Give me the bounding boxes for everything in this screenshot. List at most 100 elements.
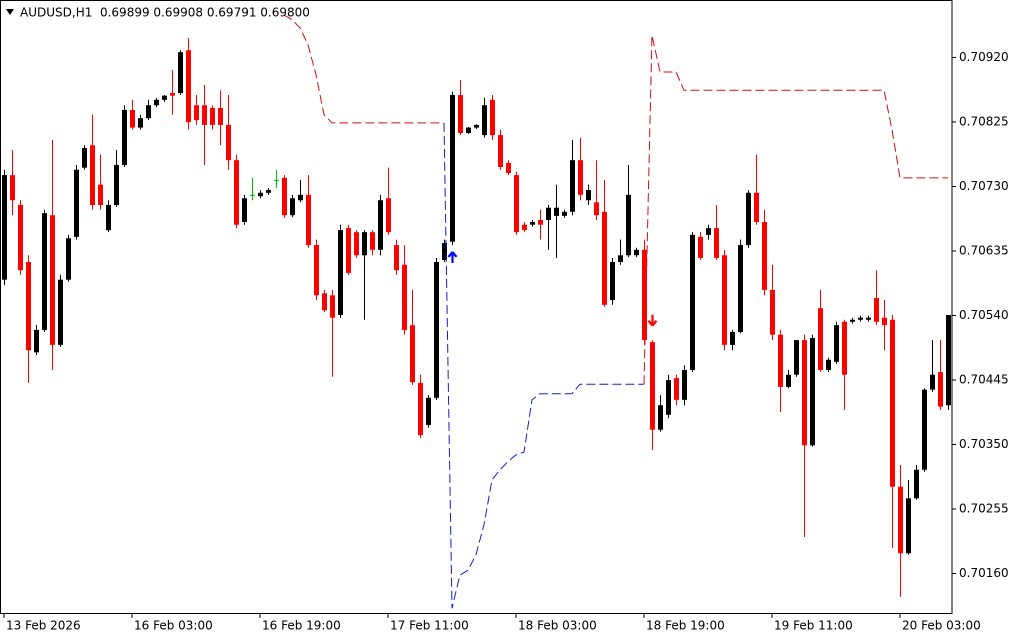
candle-body — [906, 498, 911, 554]
candle-body — [282, 177, 287, 216]
candle-body — [98, 184, 103, 206]
candle-body — [26, 262, 31, 351]
candle-body — [218, 107, 223, 125]
candle-body — [42, 213, 47, 330]
candle-body — [34, 329, 39, 353]
candle-body — [546, 207, 551, 220]
candle-body — [530, 221, 535, 225]
candle-body — [882, 317, 887, 326]
candle-body — [410, 325, 415, 383]
candle-body — [866, 317, 871, 320]
candle-body — [746, 192, 751, 246]
candle-body — [850, 319, 855, 322]
candle-body — [330, 295, 335, 318]
candle-body — [354, 232, 359, 256]
candle-body — [578, 160, 583, 195]
candle-body — [658, 405, 663, 430]
candle-body — [74, 169, 79, 237]
candle-body — [946, 314, 951, 406]
y-tick-label: 0.70255 — [959, 502, 1009, 516]
candle-body — [322, 293, 327, 311]
candle-body — [778, 334, 783, 387]
indicator-line — [283, 14, 948, 385]
x-tick-label: 19 Feb 11:00 — [774, 619, 853, 633]
candle-body — [290, 198, 295, 216]
candle-body — [754, 192, 759, 222]
x-tick-label: 13 Feb 2026 — [6, 619, 81, 633]
candle-body — [346, 228, 351, 273]
y-tick-label: 0.70920 — [959, 50, 1009, 64]
candle-body — [370, 232, 375, 250]
candle-body — [234, 160, 239, 225]
candle-body — [682, 369, 687, 400]
candle-body — [442, 243, 447, 260]
x-tick-label: 16 Feb 03:00 — [134, 619, 213, 633]
candle-body — [818, 308, 823, 370]
candle-body — [162, 95, 167, 100]
candle-body — [650, 342, 655, 430]
candle-body — [618, 255, 623, 263]
candle-body — [386, 198, 391, 233]
candle-body — [570, 160, 575, 212]
candle-body — [338, 230, 343, 315]
candle-body — [394, 245, 399, 271]
candle-body — [722, 255, 727, 345]
candle-body — [930, 374, 935, 390]
candle-body — [554, 207, 559, 216]
candle-body — [274, 179, 279, 181]
candle-body — [194, 105, 199, 121]
candle-body — [642, 249, 647, 341]
candle-body — [378, 200, 383, 250]
candle-body — [506, 162, 511, 174]
candle-body — [154, 99, 159, 106]
candle-body — [706, 228, 711, 235]
signal-arrow — [447, 251, 458, 263]
candle-body — [298, 194, 303, 201]
y-tick-label: 0.70160 — [959, 566, 1009, 580]
candle-body — [802, 340, 807, 446]
candle-body — [114, 164, 119, 206]
candle-body — [898, 486, 903, 554]
candle-body — [522, 224, 527, 231]
y-tick-label: 0.70730 — [959, 179, 1009, 193]
candle-body — [714, 228, 719, 258]
indicator-line — [443, 122, 644, 609]
candle-body — [466, 127, 471, 134]
candle-body — [226, 124, 231, 161]
y-tick-label: 0.70540 — [959, 308, 1009, 322]
candle-body — [170, 93, 175, 96]
candle-body — [594, 202, 599, 216]
candle-body — [258, 192, 263, 197]
x-tick-label: 17 Feb 11:00 — [390, 619, 469, 633]
x-tick-label: 18 Feb 19:00 — [646, 619, 725, 633]
candle-body — [10, 175, 15, 201]
candle-body — [2, 175, 7, 280]
candle-body — [874, 298, 879, 322]
candle-body — [826, 359, 831, 370]
collapse-triangle[interactable] — [6, 9, 14, 15]
candle-body — [202, 105, 207, 125]
candle-body — [90, 145, 95, 206]
candle-body — [418, 382, 423, 436]
candle-body — [890, 319, 895, 487]
candle-body — [922, 389, 927, 470]
x-tick-label: 20 Feb 03:00 — [902, 619, 981, 633]
candle-body — [474, 124, 479, 128]
candle-body — [138, 118, 143, 128]
candle-body — [210, 107, 215, 125]
candle-body — [362, 232, 367, 256]
candle-body — [514, 175, 519, 233]
candle-body — [242, 198, 247, 222]
signal-arrow — [647, 314, 658, 327]
candle-body — [538, 219, 543, 225]
candle-body — [738, 245, 743, 332]
candle-body — [58, 279, 63, 345]
candle-body — [810, 338, 815, 446]
candle-body — [698, 236, 703, 258]
candle-body — [66, 238, 71, 280]
candle-body — [250, 194, 255, 196]
candle-body — [434, 262, 439, 398]
candle-body — [82, 147, 87, 168]
candle-body — [666, 380, 671, 415]
